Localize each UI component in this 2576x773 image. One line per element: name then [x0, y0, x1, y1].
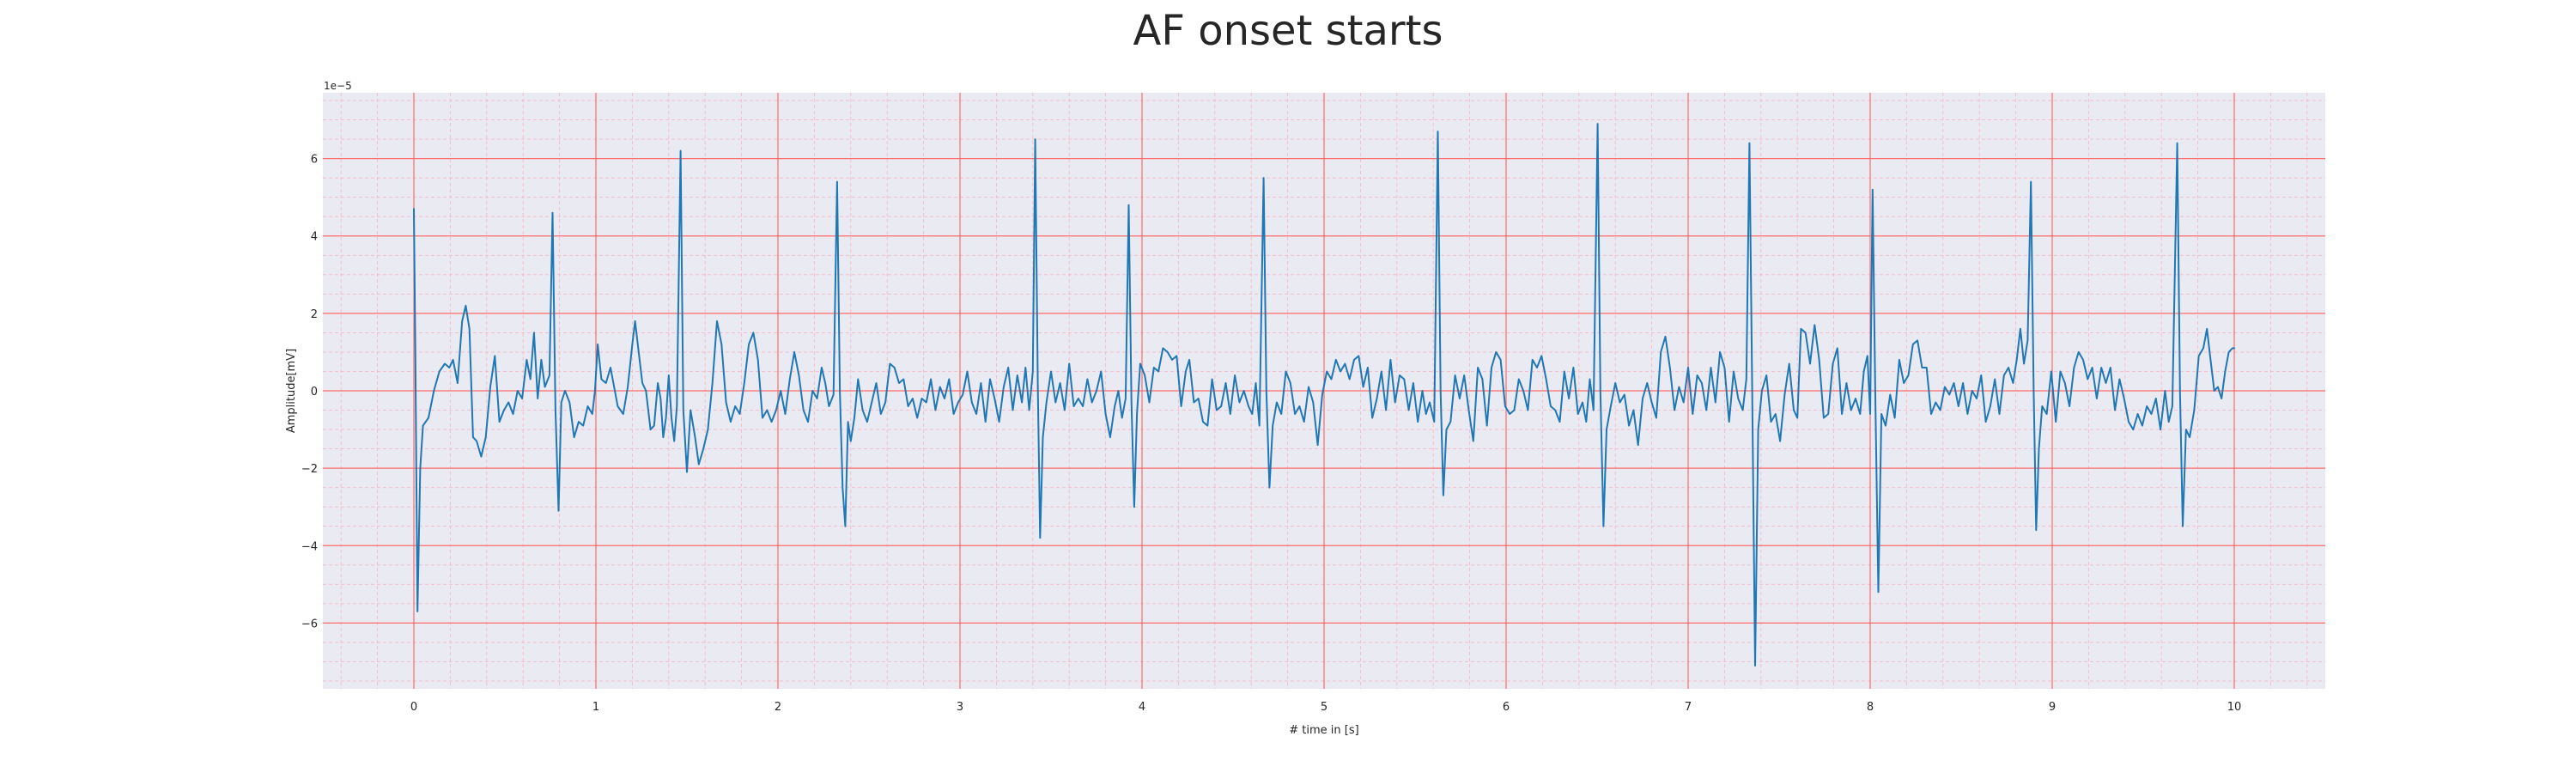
series-layer: [413, 123, 2235, 666]
x-tick-label: 7: [1685, 701, 1692, 714]
y-tick-label: −2: [301, 463, 318, 476]
y-tick-labels: −6 −4 −2 0 2 4 6: [301, 154, 318, 631]
x-tick-label: 9: [2049, 701, 2056, 714]
y-axis-label: Amplitude[mV]: [285, 349, 298, 433]
y-tick-label: −4: [301, 540, 318, 553]
x-tick-label: 0: [410, 701, 417, 714]
x-tick-label: 6: [1503, 701, 1510, 714]
x-tick-label: 10: [2227, 701, 2242, 714]
x-axis-label: # time in [s]: [1289, 724, 1358, 737]
x-tick-label: 2: [775, 701, 781, 714]
x-tick-labels: 0 1 2 3 4 5 6 7 8 9 10: [410, 701, 2241, 714]
x-tick-label: 8: [1867, 701, 1874, 714]
x-tick-label: 4: [1139, 701, 1145, 714]
y-tick-label: 0: [311, 386, 318, 399]
x-tick-label: 3: [957, 701, 963, 714]
y-tick-label: 2: [311, 308, 318, 321]
y-tick-label: 6: [311, 154, 318, 167]
chart-title: AF onset starts: [1133, 7, 1443, 55]
x-tick-label: 1: [592, 701, 599, 714]
x-tick-label: 5: [1321, 701, 1327, 714]
y-tick-label: 4: [311, 231, 318, 244]
y-axis-scale-note: 1e−5: [324, 80, 352, 92]
ecg-series-line: [413, 123, 2235, 666]
y-tick-label: −6: [301, 618, 318, 630]
